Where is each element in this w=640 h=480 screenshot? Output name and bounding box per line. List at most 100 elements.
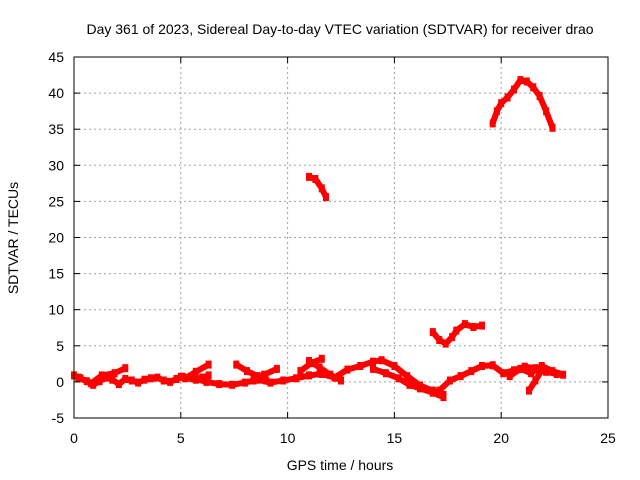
data-point: [538, 366, 545, 375]
data-point: [370, 364, 376, 373]
data-point: [216, 380, 223, 389]
data-point: [406, 380, 413, 389]
series-line: [306, 173, 329, 201]
data-point: [233, 360, 240, 369]
data-point: [489, 119, 496, 128]
data-point: [250, 376, 257, 385]
data-point: [173, 375, 180, 383]
data-point: [190, 374, 197, 383]
data-point: [500, 369, 507, 378]
data-point: [504, 93, 511, 102]
data-point: [461, 320, 468, 329]
data-point: [203, 377, 210, 386]
data-point: [344, 365, 351, 374]
data-point: [526, 386, 532, 395]
data-point: [96, 377, 103, 386]
y-tick-label: 35: [48, 121, 64, 137]
grid: [74, 57, 608, 418]
data-point: [498, 99, 505, 108]
data-point: [436, 336, 443, 344]
data-point: [517, 364, 524, 373]
data-point: [205, 371, 212, 380]
data-point: [470, 323, 477, 331]
data-point: [293, 374, 300, 383]
data-point: [122, 364, 129, 373]
data-point: [530, 83, 537, 92]
data-point: [417, 384, 423, 393]
data-point: [378, 356, 385, 365]
data-point: [479, 321, 485, 330]
data-point: [429, 328, 436, 337]
data-point: [122, 375, 129, 383]
data-point: [404, 372, 411, 381]
data-point: [88, 379, 95, 388]
data-point: [128, 376, 135, 385]
data-point: [391, 362, 398, 370]
series-seg-11: [506, 362, 567, 381]
data-point: [479, 362, 485, 370]
data-point: [429, 388, 436, 397]
x-axis-label: GPS time / hours: [287, 457, 394, 473]
x-tick-label: 0: [70, 430, 78, 446]
y-tick-labels: -5 0 5 10 15 20 25 30 35 40 45: [48, 49, 64, 426]
data-point: [506, 372, 513, 381]
data-point: [280, 376, 287, 385]
data-point: [109, 375, 116, 384]
data-point: [318, 354, 325, 363]
data-point: [167, 377, 174, 386]
data-point: [532, 376, 539, 385]
data-point: [308, 359, 315, 368]
data-point: [199, 373, 206, 382]
y-tick-label: 5: [56, 338, 64, 354]
x-tick-labels: 0 5 10 15 20 25: [70, 430, 616, 446]
data-point: [244, 367, 250, 376]
data-point: [306, 371, 312, 380]
data-point: [115, 380, 122, 389]
x-tick-label: 20: [493, 430, 509, 446]
series-line: [177, 357, 447, 398]
data-point: [511, 85, 517, 94]
data-point: [560, 370, 567, 379]
y-tick-label: 40: [48, 85, 64, 101]
series-seg-14: [306, 172, 329, 202]
chart-title: Day 361 of 2023, Sidereal Day-to-day VTE…: [86, 21, 593, 37]
y-tick-label: 20: [48, 230, 64, 246]
series-seg-8: [297, 354, 325, 376]
data-point: [457, 372, 464, 381]
data-point: [468, 367, 475, 376]
series-seg-13: [429, 320, 485, 348]
data-point: [318, 184, 325, 193]
series-seg-15: [489, 76, 556, 132]
y-tick-label: -5: [52, 410, 65, 426]
y-tick-label: 25: [48, 193, 64, 209]
data-point: [147, 374, 154, 383]
data-point: [306, 172, 312, 181]
ticks: [73, 56, 609, 419]
data-point: [297, 367, 304, 376]
y-tick-label: 30: [48, 157, 64, 173]
data-point: [536, 92, 543, 100]
series-seg-6: [250, 364, 280, 385]
data-point: [267, 378, 274, 387]
data-point: [489, 361, 496, 370]
y-tick-label: 0: [56, 374, 64, 390]
data-point: [523, 77, 530, 86]
series-group: [71, 76, 567, 402]
data-point: [263, 376, 270, 385]
series-seg-12: [526, 366, 545, 395]
y-tick-label: 10: [48, 302, 64, 318]
y-tick-label: 15: [48, 266, 64, 282]
data-point: [449, 333, 456, 342]
data-point: [370, 357, 376, 366]
series-seg-2: [75, 364, 129, 388]
data-point: [177, 372, 184, 381]
data-point: [192, 367, 199, 376]
data-point: [135, 378, 142, 387]
data-point: [521, 362, 528, 371]
data-point: [528, 369, 535, 378]
data-point: [111, 369, 118, 378]
data-point: [338, 376, 344, 385]
data-point: [395, 374, 402, 383]
data-point: [312, 175, 319, 183]
